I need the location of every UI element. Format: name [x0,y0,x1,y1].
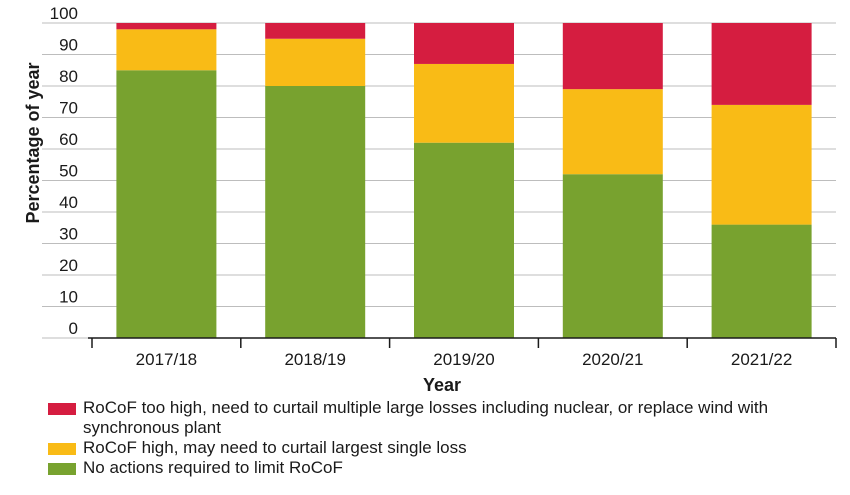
x-tick-label: 2017/18 [136,350,197,369]
bar-segment-2019-20-1 [414,63,514,143]
legend-swatch-red [48,403,76,415]
bar-segment-2017-18-0 [116,70,217,338]
y-tick-label: 70 [59,99,78,118]
y-tick-label: 50 [59,162,78,181]
bars [116,23,812,338]
legend: RoCoF too high, need to curtail multiple… [48,398,838,478]
y-tick-label: 30 [59,225,78,244]
bar-segment-2020-21-0 [562,174,663,338]
legend-item-green: No actions required to limit RoCoF [48,458,838,478]
bar-segment-2019-20-2 [414,23,514,64]
bar-segment-2020-21-1 [562,89,663,175]
bar-segment-2019-20-0 [414,142,514,338]
y-axis-ticks: 0 10 20 30 40 50 60 70 80 90 100 [50,4,78,338]
y-tick-label: 40 [59,193,78,212]
y-tick-label: 90 [59,36,78,55]
x-tick-label: 2019/20 [433,350,494,369]
y-tick-label: 60 [59,130,78,149]
x-tick-label: 2018/19 [284,350,345,369]
legend-label-green: No actions required to limit RoCoF [83,458,343,477]
y-tick-label: 20 [59,256,78,275]
x-tick-label: 2020/21 [582,350,643,369]
bar-segment-2018-19-0 [265,86,366,338]
bar-segment-2020-21-2 [562,23,663,90]
x-axis-title: Year [423,375,461,395]
legend-label-red: RoCoF too high, need to curtail multiple… [83,398,769,437]
y-tick-label: 100 [50,4,78,23]
y-axis-title: Percentage of year [23,62,43,223]
legend-label-yellow: RoCoF high, may need to curtail largest … [83,438,467,457]
legend-item-red: RoCoF too high, need to curtail multiple… [48,398,838,438]
bar-segment-2017-18-1 [116,29,217,71]
bar-segment-2018-19-1 [265,38,366,86]
y-tick-label: 10 [59,288,78,307]
bar-segment-2021-22-2 [711,23,812,105]
legend-item-yellow: RoCoF high, may need to curtail largest … [48,438,838,458]
y-tick-label: 0 [69,319,78,338]
y-tick-label: 80 [59,67,78,86]
x-axis: 2017/18 2018/19 2019/20 2020/21 2021/22 [88,337,837,369]
x-tick-label: 2021/22 [731,350,792,369]
bar-segment-2017-18-2 [116,23,217,30]
legend-swatch-green [48,463,76,475]
legend-swatch-yellow [48,443,76,455]
bar-segment-2018-19-2 [265,23,366,39]
bar-segment-2021-22-1 [711,104,812,225]
bar-segment-2021-22-0 [711,224,812,338]
